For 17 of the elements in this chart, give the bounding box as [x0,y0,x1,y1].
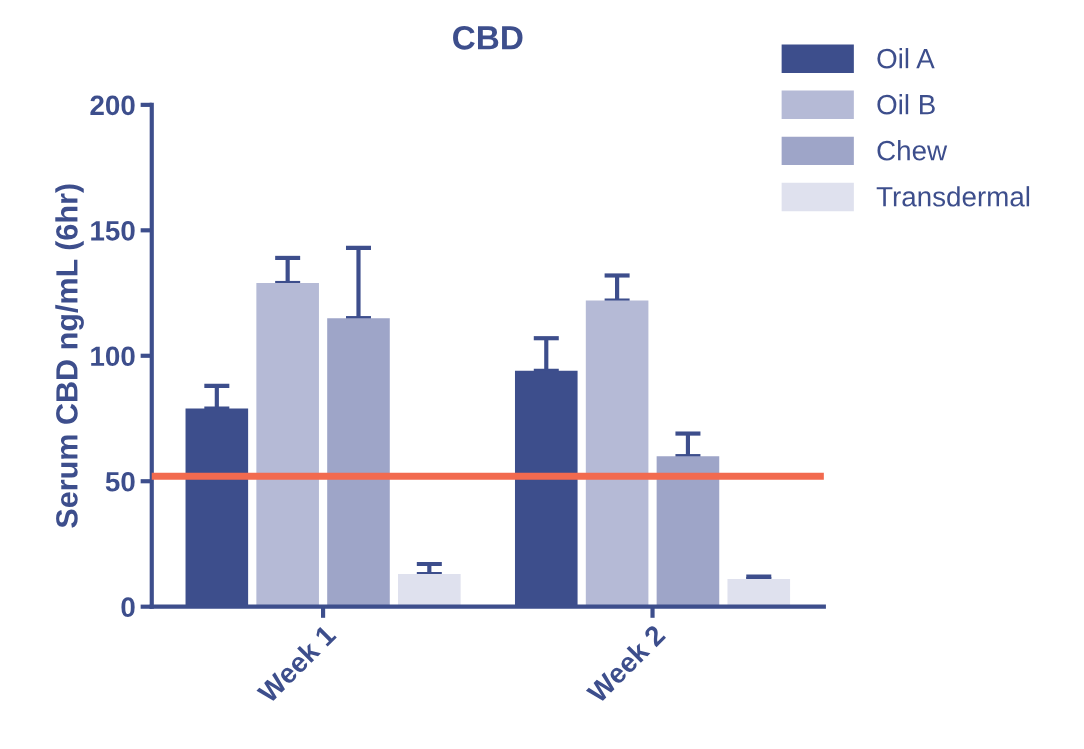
bar [398,574,461,607]
bar [727,579,791,607]
legend-label: Chew [877,140,948,161]
legend-label: Transdermal [876,186,1030,207]
y-tick-label: 150 [91,220,135,241]
y-tick-label: 50 [105,471,135,492]
y-tick-label: 200 [90,95,135,116]
bar [327,318,390,607]
y-tick-label: 100 [91,346,135,367]
bar [656,456,720,607]
y-tick-label: 0 [121,597,135,618]
y-axis-title: Serum CBD ng/mL (6hr) [55,184,84,528]
bar [256,283,319,607]
bar [585,300,649,607]
legend-label: Oil A [877,48,935,69]
chart-title: CBD [453,26,523,50]
legend-label: Oil B [877,94,935,115]
